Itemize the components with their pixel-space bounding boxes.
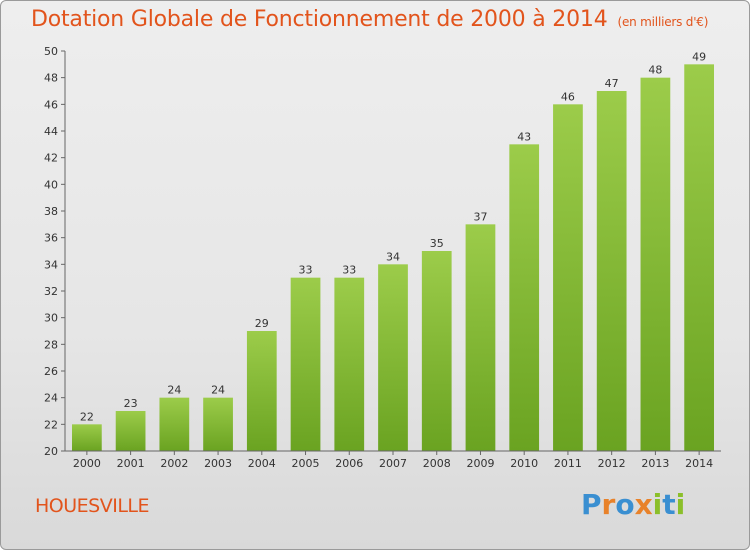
x-tick-label-2002: 2002 xyxy=(160,457,188,470)
bar-2013 xyxy=(640,77,671,452)
bar-2010 xyxy=(509,144,540,452)
logo-letter: r xyxy=(601,488,616,521)
bar-2001 xyxy=(115,411,146,451)
data-label-2001: 23 xyxy=(124,397,138,410)
commune-name: HOUESVILLE xyxy=(35,495,150,517)
data-label-2002: 24 xyxy=(167,384,181,397)
y-axis: 20 22 24 26 28 30 32 34 36 38 40 42 44 46 48 50 xyxy=(44,45,66,458)
logo-letter: P xyxy=(581,488,602,521)
x-tick-label-2012: 2012 xyxy=(598,457,626,470)
data-label-2006: 33 xyxy=(342,264,356,277)
x-tick-label-2007: 2007 xyxy=(379,457,407,470)
bar-2002 xyxy=(159,397,190,451)
logo-letter: i xyxy=(675,488,686,521)
chart-title: Dotation Globale de Fonctionnement de 20… xyxy=(31,7,708,32)
data-label-2000: 22 xyxy=(80,410,94,423)
logo-letter: x xyxy=(634,488,653,521)
bar-2008 xyxy=(421,251,452,451)
bar-2000 xyxy=(71,424,102,451)
chart-subtitle: (en milliers d'€) xyxy=(617,15,709,29)
data-label-2004: 29 xyxy=(255,317,269,330)
data-label-2012: 47 xyxy=(605,77,619,90)
data-label-2014: 49 xyxy=(692,50,706,63)
x-tick-label-2008: 2008 xyxy=(423,457,451,470)
x-tick-label-2013: 2013 xyxy=(641,457,669,470)
data-label-2011: 46 xyxy=(561,90,575,103)
x-tick-label-2009: 2009 xyxy=(466,457,494,470)
proxiti-logo: Proxiti xyxy=(581,488,685,521)
logo-letter: t xyxy=(662,488,676,521)
x-tick-label-2010: 2010 xyxy=(510,457,538,470)
y-tick-label: 50 xyxy=(44,45,58,58)
x-axis: 2000 2001 2002 2003 2004 2005 2006 2007 2008 2009… xyxy=(65,450,721,470)
bar-2003 xyxy=(203,397,233,451)
bars xyxy=(71,64,715,452)
bar-2012 xyxy=(596,91,627,451)
bar-2006 xyxy=(334,277,365,451)
chart-title-text: Dotation Globale de Fonctionnement de 20… xyxy=(31,7,608,32)
x-tick-label-2004: 2004 xyxy=(248,457,276,470)
data-label-2013: 48 xyxy=(648,64,662,77)
y-tick-label: 22 xyxy=(44,418,58,431)
data-labels: 22 23 24 24 29 33 33 34 35 37 43 46 47 48 49 xyxy=(80,50,706,423)
y-tick-label: 36 xyxy=(44,232,58,245)
bar-2009 xyxy=(465,224,496,451)
y-tick-label: 24 xyxy=(44,392,58,405)
data-label-2007: 34 xyxy=(386,250,400,263)
x-tick-label-2014: 2014 xyxy=(685,457,713,470)
bar-2014 xyxy=(684,64,715,452)
y-tick-label: 38 xyxy=(44,205,58,218)
data-label-2005: 33 xyxy=(299,264,313,277)
y-tick-label: 46 xyxy=(44,98,58,111)
y-tick-label: 34 xyxy=(44,258,58,271)
logo-letter: o xyxy=(615,488,635,521)
data-label-2009: 37 xyxy=(473,210,487,223)
bar-2011 xyxy=(553,104,583,451)
y-tick-label: 48 xyxy=(44,72,58,85)
x-tick-label-2006: 2006 xyxy=(335,457,363,470)
x-tick-label-2000: 2000 xyxy=(73,457,101,470)
y-tick-label: 20 xyxy=(44,445,58,458)
bar-2004 xyxy=(246,331,277,451)
y-tick-label: 28 xyxy=(44,338,58,351)
y-tick-label: 32 xyxy=(44,285,58,298)
x-tick-label-2003: 2003 xyxy=(204,457,232,470)
x-tick-label-2005: 2005 xyxy=(292,457,320,470)
bar-2007 xyxy=(378,264,408,451)
x-tick-label-2001: 2001 xyxy=(117,457,145,470)
y-tick-label: 30 xyxy=(44,312,58,325)
data-label-2010: 43 xyxy=(517,130,531,143)
y-tick-label: 40 xyxy=(44,178,58,191)
y-tick-label: 26 xyxy=(44,365,58,378)
logo-letter: i xyxy=(652,488,663,521)
y-tick-label: 44 xyxy=(44,125,58,138)
y-tick-label: 42 xyxy=(44,152,58,165)
bar-2005 xyxy=(290,277,321,451)
data-label-2008: 35 xyxy=(430,237,444,250)
data-label-2003: 24 xyxy=(211,384,225,397)
x-tick-label-2011: 2011 xyxy=(554,457,582,470)
